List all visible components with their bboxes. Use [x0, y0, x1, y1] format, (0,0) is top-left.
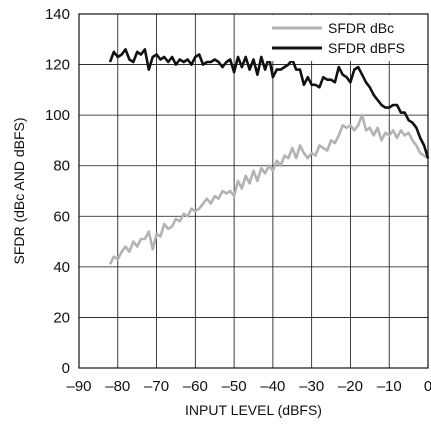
y-tick-label: 40	[53, 259, 70, 276]
y-tick-label: 100	[45, 107, 70, 124]
legend-box	[266, 15, 426, 61]
x-tick-label: –90	[66, 378, 91, 395]
x-tick-label: 0	[424, 378, 431, 395]
x-tick-labels: –90 –80 –70 –60 –50 –40 –30 –20 –10 0	[66, 378, 431, 395]
y-tick-label: 140	[45, 6, 70, 23]
y-tick-label: 0	[62, 360, 70, 377]
y-tick-label: 80	[53, 158, 70, 175]
y-tick-label: 120	[45, 57, 70, 74]
x-tick-label: –20	[338, 378, 363, 395]
grid	[78, 13, 429, 369]
x-tick-label: –50	[222, 378, 247, 395]
x-tick-label: –30	[299, 378, 324, 395]
y-tick-labels: 0 20 40 60 80 100 120 140	[45, 6, 70, 377]
y-axis-label: SFDR (dBc AND dBFS)	[11, 117, 27, 264]
series-line-sfdr-dbfs	[108, 48, 430, 159]
y-tick-label: 20	[53, 309, 70, 326]
legend-label: SFDR dBc	[328, 20, 394, 36]
x-tick-label: –60	[183, 378, 208, 395]
legend-label: SFDR dBFS	[328, 40, 405, 56]
y-tick-label: 60	[53, 208, 70, 225]
x-tick-label: –10	[377, 378, 402, 395]
x-tick-label: –40	[260, 378, 285, 395]
x-tick-label: –80	[105, 378, 130, 395]
plot-frame	[78, 13, 429, 369]
x-axis-label: INPUT LEVEL (dBFS)	[185, 402, 322, 418]
series-line-sfdr-dbc	[108, 113, 429, 265]
series-layer	[108, 48, 430, 265]
x-tick-label: –70	[144, 378, 169, 395]
legend: SFDR dBc SFDR dBFS	[266, 15, 426, 61]
